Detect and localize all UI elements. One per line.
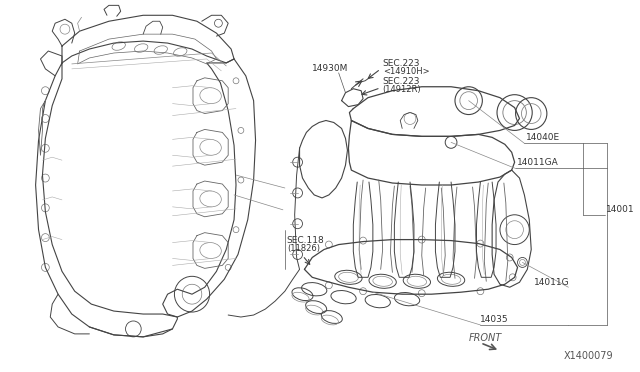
Text: FRONT: FRONT	[468, 333, 502, 343]
Text: 14011G: 14011G	[534, 278, 570, 287]
Text: (14912R): (14912R)	[383, 85, 421, 94]
Text: 14001: 14001	[605, 205, 634, 214]
Text: X1400079: X1400079	[563, 351, 613, 361]
Text: 14035: 14035	[481, 315, 509, 324]
Text: SEC.118: SEC.118	[287, 235, 324, 244]
Text: SEC.223: SEC.223	[383, 77, 420, 86]
Text: (11826): (11826)	[287, 244, 320, 253]
Text: SEC.223: SEC.223	[383, 59, 420, 68]
Text: 14011GA: 14011GA	[516, 158, 558, 167]
Text: 14040E: 14040E	[526, 133, 561, 142]
Text: 14930M: 14930M	[312, 64, 349, 73]
Text: <14910H>: <14910H>	[383, 67, 429, 76]
